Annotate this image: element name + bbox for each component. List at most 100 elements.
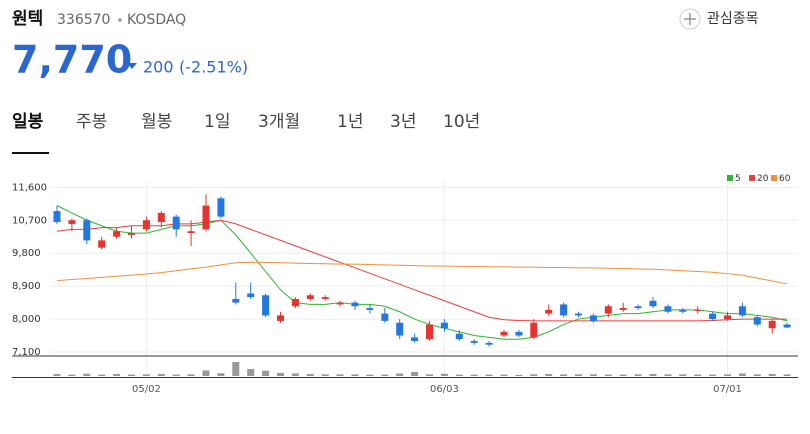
candle-body <box>321 297 329 299</box>
volume-bar <box>247 369 255 376</box>
candle-body <box>575 313 582 316</box>
candle-body <box>53 211 61 223</box>
separator-dot <box>118 18 122 22</box>
candle-body <box>485 342 493 345</box>
watch-icon[interactable] <box>679 8 701 30</box>
y-tick-label: 8,000 <box>12 314 41 325</box>
candle-body <box>411 337 419 342</box>
candle-body <box>738 306 746 316</box>
moving-average <box>56 261 788 285</box>
volume-bar <box>709 374 717 376</box>
candle-body <box>351 302 359 307</box>
volume-bar <box>634 374 642 376</box>
watch-label[interactable]: 관심종목 <box>707 11 759 27</box>
y-tick-label: 11,600 <box>12 182 47 193</box>
volume-bar <box>738 373 746 376</box>
candle-body <box>68 220 76 224</box>
watch-button[interactable]: 관심종목 <box>679 8 759 30</box>
volume-bar <box>366 374 374 376</box>
candle-body <box>530 322 538 338</box>
candle-body <box>232 298 240 303</box>
candle-body <box>783 324 791 328</box>
tab[interactable]: 월봉 <box>141 112 172 132</box>
candle-body <box>336 302 344 305</box>
price: 7,770 <box>12 38 132 82</box>
legend-label: 60 <box>779 174 791 184</box>
market: KOSDAQ <box>127 12 186 28</box>
volume-bar <box>157 374 165 376</box>
volume-bar <box>98 374 106 376</box>
candle-body <box>455 333 463 340</box>
candle-body <box>142 220 150 230</box>
stock-code: 336570 <box>57 12 110 28</box>
legend-label: 20 <box>757 174 769 184</box>
candle-body <box>619 308 627 310</box>
tab[interactable]: 1년 <box>337 112 363 132</box>
down-arrow <box>127 63 137 69</box>
y-tick-label: 8,900 <box>12 281 41 292</box>
candle-body <box>753 317 761 325</box>
y-tick-label: 10,700 <box>12 215 47 226</box>
tab[interactable]: 10년 <box>443 112 480 132</box>
candle-body <box>98 240 106 248</box>
volume-bar <box>768 374 776 376</box>
volume-bar <box>113 374 121 376</box>
plus <box>684 13 696 25</box>
y-tick-label: 9,800 <box>12 248 41 259</box>
candle-body <box>426 324 433 340</box>
x-tick-label: 05/02 <box>132 384 161 395</box>
tab[interactable]: 1일 <box>204 112 230 132</box>
volume-bar <box>336 374 344 376</box>
volume-bar <box>440 373 448 376</box>
candle-body <box>366 308 374 310</box>
volume-bar <box>277 372 284 376</box>
candle-body <box>128 233 135 235</box>
candle-body <box>709 313 717 320</box>
candle-body <box>381 313 389 321</box>
candle-body <box>649 300 657 307</box>
x-tick-label: 06/03 <box>430 384 459 395</box>
volume-bar <box>291 373 299 376</box>
volume-bar <box>530 374 538 376</box>
candle-body <box>515 331 523 336</box>
candle-body <box>202 205 210 230</box>
volume-bar <box>783 374 791 376</box>
legend-swatch <box>749 175 755 181</box>
change-pct: (-2.51%) <box>179 58 248 77</box>
candle-body <box>262 295 270 316</box>
volume-bar <box>53 374 61 376</box>
volume-bar <box>724 374 731 376</box>
tab[interactable]: 일봉 <box>12 112 44 132</box>
volume-bar <box>753 374 761 376</box>
change: 200 <box>143 58 174 77</box>
y-tick-label: 7,100 <box>12 347 41 358</box>
volume-bar <box>694 374 702 376</box>
volume-bar <box>455 374 463 376</box>
volume-bar <box>664 374 672 376</box>
candle-body <box>113 231 121 237</box>
volume-bar <box>217 373 225 376</box>
volume-bar <box>321 374 329 376</box>
tabs: 일봉 주봉 월봉 1일 3개월 1년 3년 10년 <box>12 112 480 132</box>
candle-body <box>634 306 642 309</box>
volume-bar <box>426 374 433 376</box>
stock-name: 원텍 <box>12 9 43 29</box>
candle-body <box>470 341 478 343</box>
candle-body <box>500 331 508 336</box>
tab[interactable]: 주봉 <box>76 112 107 132</box>
tab[interactable]: 3개월 <box>258 112 300 132</box>
legend-label: 5 <box>735 174 741 184</box>
tab[interactable]: 3년 <box>390 112 416 132</box>
candle-body <box>291 298 299 307</box>
candle-body <box>724 315 731 320</box>
candle-body <box>664 306 672 312</box>
volume-bar <box>68 374 76 376</box>
candle-body <box>589 315 597 321</box>
volume-bar <box>396 373 404 376</box>
volume-bar <box>560 374 568 376</box>
candle-body <box>83 220 91 241</box>
volume-bar <box>142 374 150 376</box>
volume-bar <box>262 370 270 376</box>
candle-body <box>187 231 195 234</box>
